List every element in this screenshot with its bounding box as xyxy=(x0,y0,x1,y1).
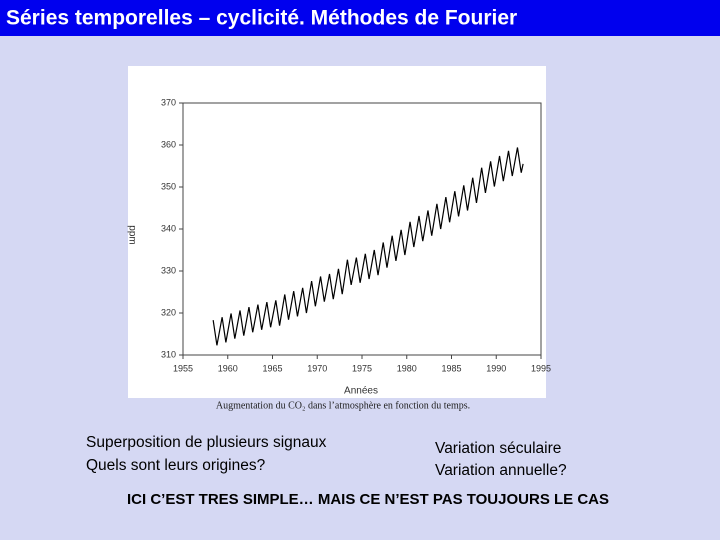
left-line: Quels sont leurs origines? xyxy=(86,457,266,474)
right-line: Variation séculaire xyxy=(435,440,561,457)
header-bar xyxy=(0,0,720,36)
y-tick-label: 340 xyxy=(161,223,176,233)
chart-panel xyxy=(128,66,546,398)
slide-title: Séries temporelles – cyclicité. Méthodes… xyxy=(6,7,517,30)
y-tick-label: 310 xyxy=(161,349,176,359)
x-tick-label: 1990 xyxy=(486,363,506,373)
conclusion: ICI C’EST TRES SIMPLE… MAIS CE N’EST PAS… xyxy=(127,491,609,508)
x-tick-label: 1965 xyxy=(262,363,282,373)
x-axis-label: Années xyxy=(344,386,378,397)
x-tick-label: 1975 xyxy=(352,363,372,373)
data-line xyxy=(212,147,524,346)
x-tick-label: 1985 xyxy=(441,363,461,373)
chart-caption: Augmentation du CO₂ dans l’atmosphère en… xyxy=(216,400,470,411)
x-tick-label: 1980 xyxy=(397,363,417,373)
y-tick-label: 330 xyxy=(161,265,176,275)
x-tick-label: 1955 xyxy=(173,363,193,373)
x-tick-label: 1960 xyxy=(218,363,238,373)
y-tick-label: 320 xyxy=(161,307,176,317)
left-line: Superposition de plusieurs signaux xyxy=(86,434,327,451)
right-line: Variation annuelle? xyxy=(435,462,567,479)
y-axis-label: ppm xyxy=(126,225,137,244)
y-tick-label: 370 xyxy=(161,97,176,107)
x-tick-label: 1970 xyxy=(307,363,327,373)
x-tick-label: 1995 xyxy=(531,363,551,373)
y-tick-label: 360 xyxy=(161,139,176,149)
y-tick-label: 350 xyxy=(161,181,176,191)
